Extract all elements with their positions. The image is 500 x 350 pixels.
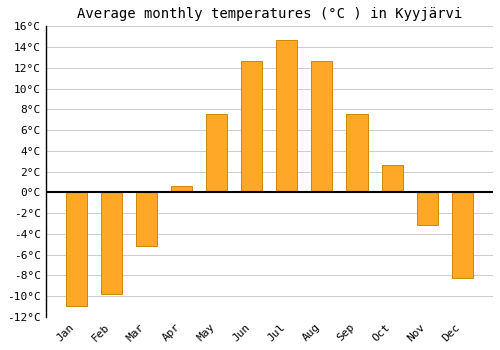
- Bar: [382, 165, 402, 192]
- Bar: [171, 186, 192, 192]
- Bar: [452, 192, 472, 278]
- Bar: [312, 61, 332, 192]
- Bar: [241, 61, 262, 192]
- Bar: [276, 40, 297, 192]
- Bar: [346, 114, 368, 192]
- Bar: [66, 192, 87, 307]
- Bar: [136, 192, 157, 246]
- Bar: [101, 192, 122, 294]
- Bar: [416, 192, 438, 225]
- Title: Average monthly temperatures (°C ) in Kyyjärvi: Average monthly temperatures (°C ) in Ky…: [76, 7, 462, 21]
- Bar: [206, 114, 227, 192]
